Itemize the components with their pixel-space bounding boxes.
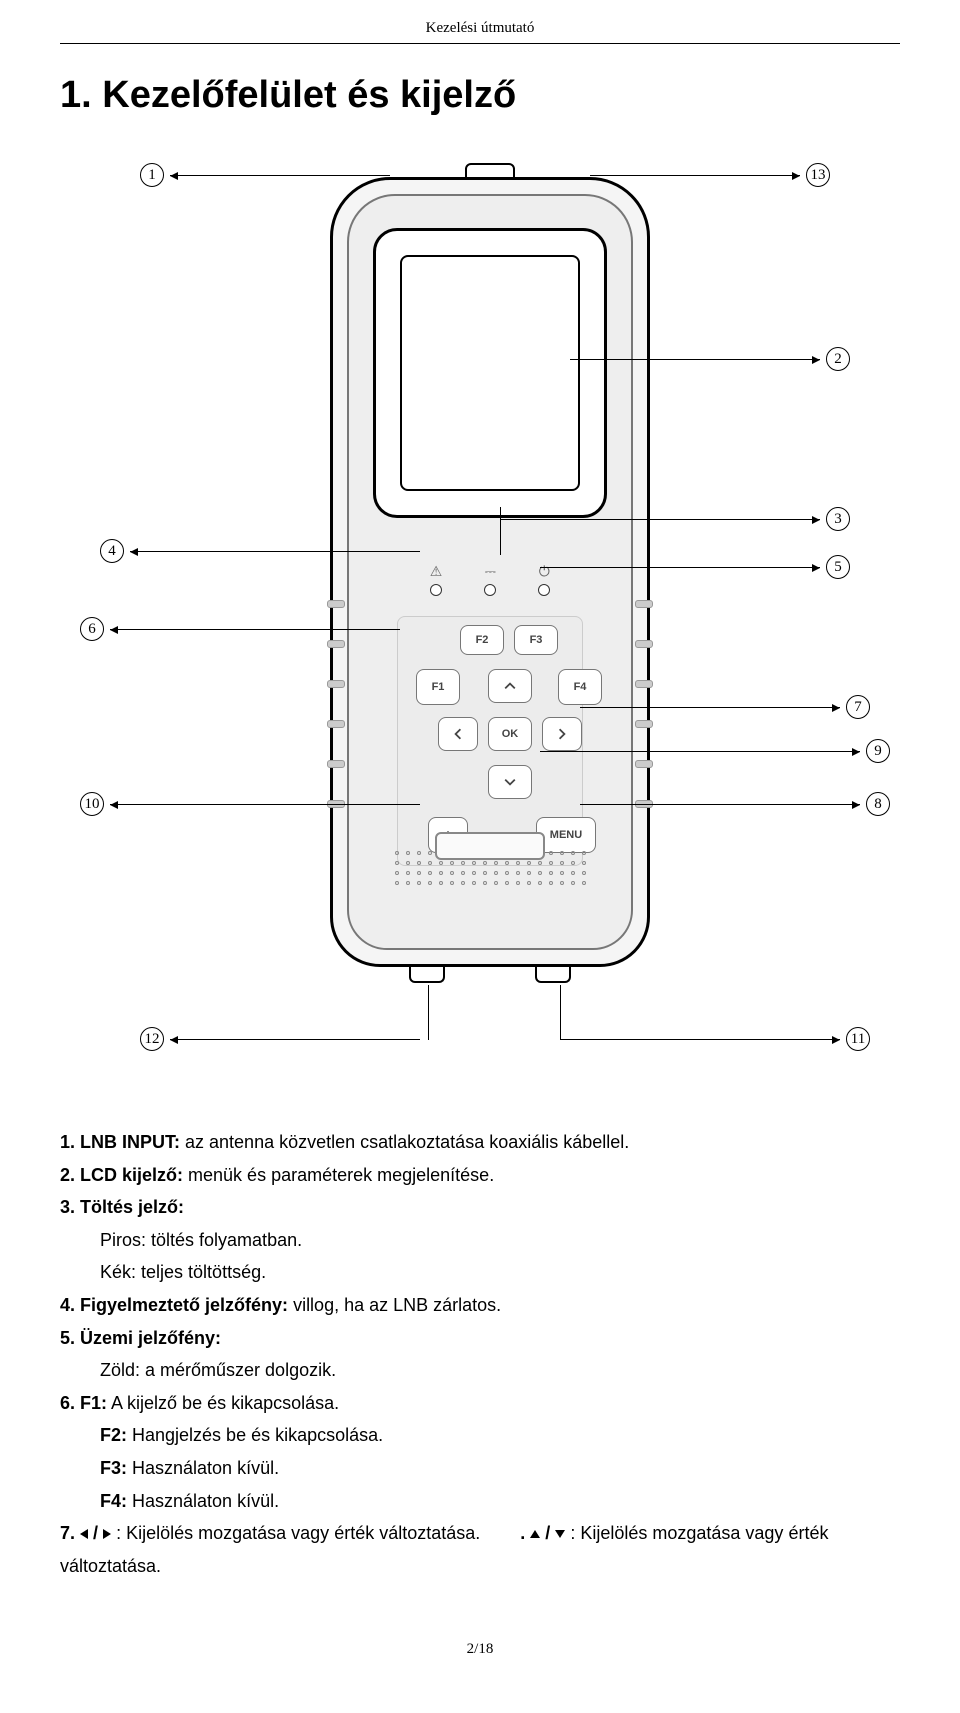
led-charge: ⎓ <box>484 566 496 596</box>
triangle-right-icon <box>103 1529 111 1539</box>
section-title: 1. Kezelőfelület és kijelző <box>60 74 900 117</box>
chevron-left-icon <box>452 728 464 740</box>
section-heading: Kezelőfelület és kijelző <box>102 74 516 116</box>
item-6-f3: F3: Használaton kívül. <box>60 1453 900 1484</box>
callout-13: 13 <box>590 163 830 187</box>
item-4: 4. Figyelmeztető jelzőfény: villog, ha a… <box>60 1290 900 1321</box>
callout-number: 12 <box>140 1027 164 1051</box>
item-3: 3. Töltés jelző: <box>60 1192 900 1223</box>
warning-icon: ⚠ <box>430 566 443 580</box>
callout-12: 12 <box>140 1027 420 1051</box>
item-5: 5. Üzemi jelzőfény: <box>60 1323 900 1354</box>
vline-11 <box>560 985 561 1040</box>
led-warning: ⚠ <box>430 566 443 596</box>
callout-4: 4 <box>100 539 420 563</box>
callout-9: 9 <box>540 739 890 763</box>
callout-number: 8 <box>866 792 890 816</box>
callout-number: 3 <box>826 507 850 531</box>
arrow-line <box>170 1039 420 1040</box>
page-footer: 2/18 <box>60 1641 900 1658</box>
arrow-line <box>540 751 860 752</box>
page-header: Kezelési útmutató <box>60 20 900 44</box>
callout-number: 10 <box>80 792 104 816</box>
item-7-cont: változtatása. <box>60 1551 900 1582</box>
lcd-screen <box>400 255 580 491</box>
callout-3-vline <box>500 507 501 555</box>
item-2: 2. LCD kijelző: menük és paraméterek meg… <box>60 1160 900 1191</box>
screen-bezel <box>373 228 607 518</box>
callout-10: 10 <box>80 792 420 816</box>
key-f3: F3 <box>514 625 558 655</box>
item-5a: Zöld: a mérőműszer dolgozik. <box>60 1355 900 1386</box>
arrow-line <box>580 804 860 805</box>
item-3b: Kék: teljes töltöttség. <box>60 1257 900 1288</box>
arrow-line <box>590 175 800 176</box>
key-up <box>488 669 532 703</box>
callout-7: 7 <box>580 695 870 719</box>
callout-number: 2 <box>826 347 850 371</box>
callout-number: 13 <box>806 163 830 187</box>
callout-3: 3 <box>500 507 850 531</box>
callout-11: 11 <box>560 1027 870 1051</box>
callout-number: 11 <box>846 1027 870 1051</box>
chevron-up-icon <box>504 680 516 692</box>
item-3a: Piros: töltés folyamatban. <box>60 1225 900 1256</box>
section-number: 1. <box>60 74 92 116</box>
item-6: 6. F1: A kijelző be és kikapcsolása. <box>60 1388 900 1419</box>
callout-number: 1 <box>140 163 164 187</box>
bottom-connector-left <box>409 967 445 983</box>
led-dot <box>484 584 496 596</box>
callout-number: 4 <box>100 539 124 563</box>
led-dot <box>430 584 442 596</box>
callout-6: 6 <box>80 617 400 641</box>
description-list: 1. LNB INPUT: az antenna közvetlen csatl… <box>60 1127 900 1581</box>
arrow-line <box>540 567 820 568</box>
callout-5: 5 <box>540 555 850 579</box>
arrow-line <box>500 519 820 520</box>
key-f1: F1 <box>416 669 460 705</box>
key-down <box>488 765 532 799</box>
callout-number: 5 <box>826 555 850 579</box>
bottom-connector-right <box>535 967 571 983</box>
chevron-down-icon <box>504 776 516 788</box>
arrow-line <box>130 551 420 552</box>
triangle-up-icon <box>530 1530 540 1538</box>
speaker-grille <box>387 828 593 908</box>
callout-2: 2 <box>570 347 850 371</box>
arrow-line <box>570 359 820 360</box>
item-7: 7. / : Kijelölés mozgatása vagy érték vá… <box>60 1518 900 1549</box>
callout-1: 1 <box>140 163 390 187</box>
arrow-line <box>110 629 400 630</box>
item-6-f4: F4: Használaton kívül. <box>60 1486 900 1517</box>
item-6-f2: F2: Hangjelzés be és kikapcsolása. <box>60 1420 900 1451</box>
key-left <box>438 717 478 751</box>
arrow-line <box>580 707 840 708</box>
arrow-line <box>110 804 420 805</box>
arrow-line <box>560 1039 840 1040</box>
callout-number: 6 <box>80 617 104 641</box>
key-ok: OK <box>488 717 532 751</box>
callout-number: 7 <box>846 695 870 719</box>
label-slot <box>435 832 545 860</box>
device-outline: ⚠ ⎓ ⏻ F2 F3 F1 F4 <box>330 177 650 987</box>
led-dot <box>538 584 550 596</box>
key-f2: F2 <box>460 625 504 655</box>
device-diagram: ⚠ ⎓ ⏻ F2 F3 F1 F4 <box>60 147 900 1087</box>
callout-8: 8 <box>580 792 890 816</box>
callout-number: 9 <box>866 739 890 763</box>
triangle-left-icon <box>80 1529 88 1539</box>
vline-12 <box>428 985 429 1040</box>
bottom-connectors <box>330 967 650 983</box>
item-1: 1. LNB INPUT: az antenna közvetlen csatl… <box>60 1127 900 1158</box>
charge-icon: ⎓ <box>485 566 496 580</box>
arrow-line <box>170 175 390 176</box>
triangle-down-icon <box>555 1530 565 1538</box>
